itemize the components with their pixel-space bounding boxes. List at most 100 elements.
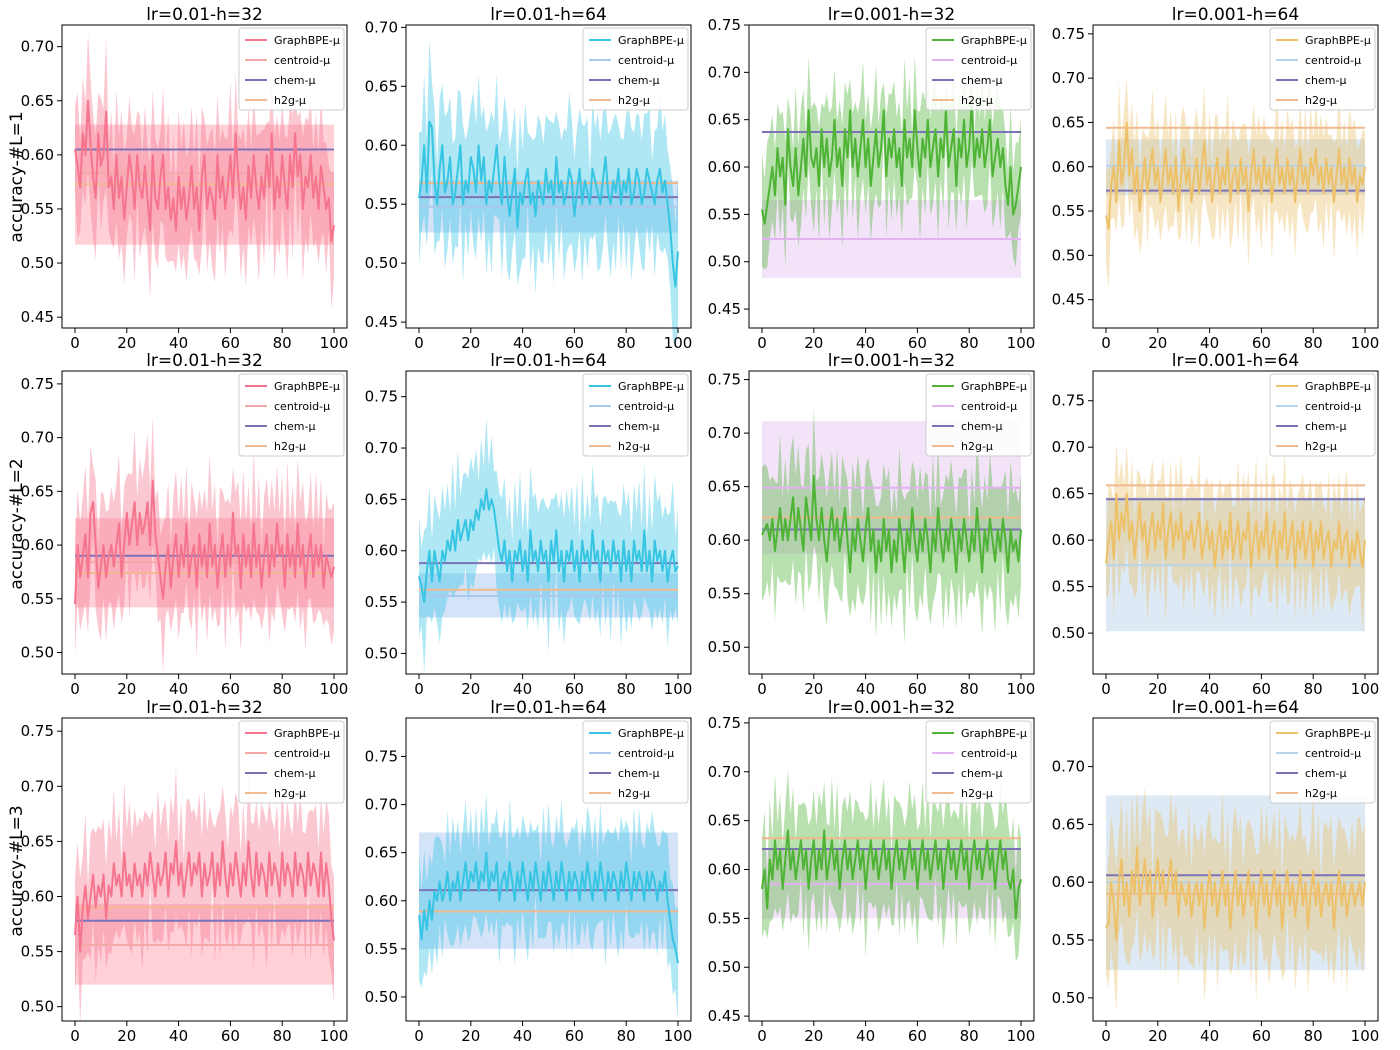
y-tick-label: 0.75: [365, 388, 398, 406]
legend-label: GraphBPE-μ: [274, 380, 340, 393]
y-tick-label: 0.60: [21, 887, 54, 905]
legend-label: GraphBPE-μ: [274, 727, 340, 740]
x-tick-label: 60: [908, 1027, 927, 1045]
graphbpe-std-band: [419, 417, 678, 674]
x-tick-label: 80: [960, 334, 979, 352]
y-tick-label: 0.75: [708, 714, 741, 732]
y-tick-label: 0.50: [1052, 246, 1085, 264]
graphbpe-mean-line: [1105, 846, 1366, 941]
y-tick-label: 0.50: [708, 638, 741, 656]
legend-box: [582, 27, 689, 111]
x-tick-label: 40: [1200, 1027, 1219, 1045]
legend-label: chem-μ: [1305, 420, 1346, 433]
y-tick-label: 0.65: [1052, 815, 1085, 833]
legend-label: chem-μ: [961, 74, 1002, 87]
y-tick-label: 0.60: [21, 146, 54, 164]
legend-box: [925, 373, 1032, 457]
legend-label: h2g-μ: [1305, 440, 1337, 453]
graphbpe-std-band: [419, 792, 678, 1021]
y-tick-label: 0.75: [21, 722, 54, 740]
chart-panel-12: lr=0.001-h=64 0 20 40 60 80 100 0.50 0.55 0.60 0.6…: [1052, 698, 1380, 1045]
y-tick-label: 0.50: [21, 254, 54, 272]
legend-label: centroid-μ: [1305, 400, 1361, 413]
y-tick-label: 0.50: [365, 988, 398, 1006]
x-tick-label: 100: [664, 680, 693, 698]
legend-label: h2g-μ: [618, 94, 650, 107]
chart-title: lr=0.01-h=64: [490, 5, 607, 25]
x-tick-label: 0: [414, 334, 424, 352]
row-label-3: accuracy-#L=3: [7, 805, 27, 936]
y-tick-label: 0.60: [708, 861, 741, 879]
x-tick-label: 20: [1148, 1027, 1167, 1045]
y-tick-label: 0.55: [1052, 931, 1085, 949]
chart-panel-8: lr=0.001-h=64 0 20 40 60 80 100 0.50 0.55 0.60 0.6…: [1052, 351, 1380, 698]
legend-label: centroid-μ: [274, 54, 330, 67]
y-tick-label: 0.60: [1052, 158, 1085, 176]
plot-frame: [61, 370, 348, 675]
x-tick-label: 20: [461, 1027, 480, 1045]
y-tick-label: 0.45: [21, 308, 54, 326]
y-tick-label: 0.70: [708, 424, 741, 442]
y-tick-label: 0.55: [21, 590, 54, 608]
x-tick-label: 40: [1200, 680, 1219, 698]
chart-panel-6: lr=0.01-h=64 0 20 40 60 80 100 0.50 0.55 0.60 0.65…: [365, 351, 693, 698]
legend-label: chem-μ: [274, 767, 315, 780]
y-tick-label: 0.75: [708, 371, 741, 389]
x-tick-label: 100: [320, 1027, 349, 1045]
y-tick-label: 0.50: [708, 958, 741, 976]
x-tick-label: 100: [320, 680, 349, 698]
graphbpe-mean-line: [761, 99, 1022, 225]
graphbpe-std-band: [762, 407, 1021, 645]
x-tick-label: 40: [169, 334, 188, 352]
x-tick-label: 20: [1148, 334, 1167, 352]
legend-label: chem-μ: [618, 420, 659, 433]
graphbpe-std-band: [419, 39, 678, 350]
legend-label: h2g-μ: [274, 440, 306, 453]
x-tick-label: 60: [1252, 1027, 1271, 1045]
x-tick-label: 100: [1007, 680, 1036, 698]
legend-label: h2g-μ: [961, 440, 993, 453]
x-tick-label: 20: [1148, 680, 1167, 698]
y-tick-label: 0.55: [21, 943, 54, 961]
x-tick-label: 60: [221, 334, 240, 352]
legend-box: [238, 27, 345, 111]
panels-container: lr=0.01-h=32 0 20 40 60 80 100 0.45 0.50 0.55 0.60…: [21, 5, 1380, 1045]
y-tick-label: 0.60: [1052, 531, 1085, 549]
plot-frame: [405, 370, 692, 675]
x-tick-label: 60: [908, 334, 927, 352]
legend: GraphBPE-μ centroid-μ chem-μ h2g-μ: [582, 27, 689, 111]
x-tick-label: 80: [1304, 334, 1323, 352]
y-tick-label: 0.75: [1052, 25, 1085, 43]
graphbpe-mean-line: [1105, 492, 1366, 569]
y-tick-label: 0.65: [1052, 485, 1085, 503]
x-tick-label: 20: [804, 680, 823, 698]
y-tick-label: 0.70: [21, 38, 54, 56]
x-tick-label: 40: [513, 334, 532, 352]
y-tick-label: 0.50: [708, 253, 741, 271]
x-tick-label: 100: [664, 1027, 693, 1045]
y-tick-label: 0.65: [21, 832, 54, 850]
y-tick-label: 0.60: [365, 892, 398, 910]
legend-label: centroid-μ: [618, 54, 674, 67]
graphbpe-mean-line: [1105, 121, 1366, 230]
x-tick-label: 20: [804, 334, 823, 352]
chart-title: lr=0.01-h=64: [490, 351, 607, 371]
x-tick-label: 80: [1304, 1027, 1323, 1045]
legend-label: GraphBPE-μ: [961, 380, 1027, 393]
y-tick-label: 0.65: [365, 77, 398, 95]
chart-panel-7: lr=0.001-h=32 0 20 40 60 80 100 0.50 0.55 0.60 0.6…: [708, 351, 1036, 698]
chart-title: lr=0.01-h=32: [146, 5, 263, 25]
y-tick-label: 0.65: [708, 812, 741, 830]
chart-panel-11: lr=0.001-h=32 0 20 40 60 80 100 0.45 0.50 0.55 0.6…: [708, 698, 1036, 1045]
x-tick-label: 20: [804, 1027, 823, 1045]
legend-label: h2g-μ: [274, 787, 306, 800]
x-tick-label: 60: [908, 680, 927, 698]
x-tick-label: 20: [117, 1027, 136, 1045]
y-tick-label: 0.55: [708, 585, 741, 603]
plot-frame: [748, 370, 1035, 675]
y-tick-label: 0.70: [1052, 438, 1085, 456]
y-tick-label: 0.70: [365, 439, 398, 457]
x-tick-label: 0: [70, 334, 80, 352]
legend-label: chem-μ: [961, 420, 1002, 433]
chart-title: lr=0.01-h=64: [490, 698, 607, 718]
